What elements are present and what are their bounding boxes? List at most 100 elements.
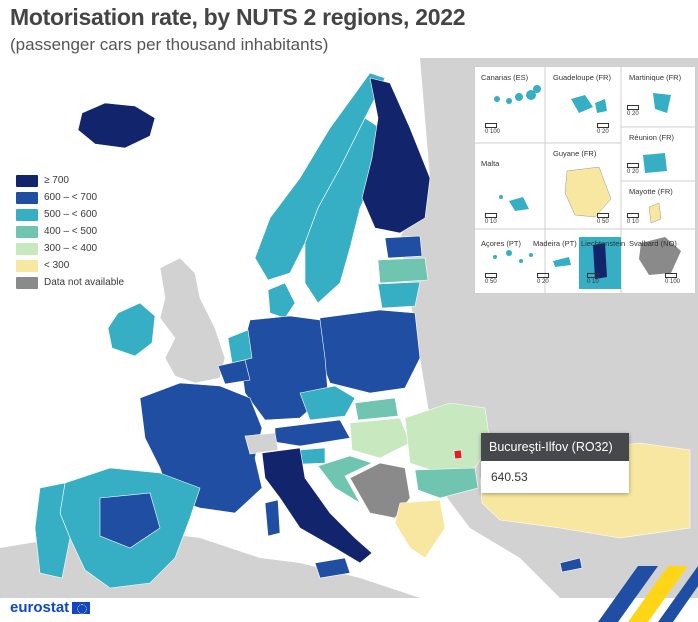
region-italy[interactable]: [261, 447, 373, 564]
inset-label: Madeira (PT): [533, 239, 577, 248]
legend-swatch: [16, 191, 38, 204]
legend-label: 600 – < 700: [44, 192, 98, 203]
scale-label: 0 50: [597, 219, 609, 225]
scale-bar: 0 50: [485, 273, 497, 285]
region-sardinia[interactable]: [264, 499, 281, 537]
legend-label: Data not available: [44, 277, 125, 288]
eurostat-logo[interactable]: eurostat: [10, 599, 91, 616]
scale-bar-graphic: [537, 273, 549, 278]
scale-bar-graphic: [597, 123, 609, 128]
region-slovakia[interactable]: [354, 397, 399, 421]
region-hungary[interactable]: [349, 417, 411, 459]
region-portugal[interactable]: [34, 482, 71, 579]
scale-bar-graphic: [627, 105, 639, 110]
legend-item[interactable]: ≥ 700: [16, 172, 124, 189]
scale-label: 0 10: [485, 219, 497, 225]
legend-item[interactable]: 500 – < 600: [16, 206, 124, 223]
tooltip-region-name: Bucureşti-Ilfov (RO32): [481, 433, 629, 461]
legend-label: ≥ 700: [44, 175, 69, 186]
inset-label: Liechtenstein: [581, 239, 626, 248]
region-bucuresti-ilfov[interactable]: [453, 449, 463, 460]
scale-bar-graphic: [597, 213, 609, 218]
legend-label: < 300: [44, 260, 70, 271]
region-spain-inner[interactable]: [99, 492, 161, 549]
inset-label: Guadeloupe (FR): [553, 73, 611, 82]
region-switzerland: [244, 432, 279, 455]
corner-decoration-icon: [598, 566, 698, 622]
inset-maps-panel: Canarias (ES) 0 100 Guadeloupe (FR) 0 20…: [474, 66, 696, 294]
legend-swatch: [16, 276, 38, 289]
scale-bar: 0 10: [587, 273, 599, 285]
region-netherlands[interactable]: [227, 329, 253, 364]
region-bulgaria[interactable]: [414, 467, 479, 499]
inset-label: Canarias (ES): [481, 73, 529, 82]
inset-label: Açores (PT): [481, 239, 522, 248]
tooltip-value: 640.53: [491, 470, 528, 484]
legend: ≥ 700 600 – < 700 500 – < 600 400 – < 50…: [12, 168, 131, 295]
inset-label: Malta: [481, 159, 500, 168]
region-cyprus[interactable]: [559, 557, 583, 573]
legend-item[interactable]: 600 – < 700: [16, 189, 124, 206]
scale-bar: 0 10: [485, 213, 497, 225]
region-slovenia[interactable]: [299, 447, 326, 465]
scale-label: 0 20: [627, 169, 639, 175]
scale-bar: 0 50: [597, 213, 609, 225]
inset-label: Mayotte (FR): [629, 187, 673, 196]
legend-swatch: [16, 259, 38, 272]
region-sicily[interactable]: [314, 557, 351, 579]
scale-label: 0 50: [485, 279, 497, 285]
logo-text: eurostat: [10, 599, 70, 616]
scale-bar-graphic: [627, 213, 639, 218]
scale-bar: 0 20: [537, 273, 549, 285]
region-lithuania[interactable]: [377, 281, 421, 309]
scale-label: 0 100: [665, 279, 681, 285]
scale-bar-graphic: [587, 273, 599, 278]
scale-label: 0 20: [597, 129, 609, 135]
scale-bar-graphic: [485, 123, 497, 128]
region-ireland[interactable]: [107, 302, 156, 357]
legend-swatch: [16, 242, 38, 255]
region-tooltip: Bucureşti-Ilfov (RO32) 640.53: [481, 433, 629, 493]
legend-swatch: [16, 174, 38, 187]
scale-bar: 0 20: [627, 105, 639, 117]
region-iceland[interactable]: [77, 102, 156, 149]
region-croatia[interactable]: [317, 455, 373, 504]
inset-label: Svalbard (NO): [629, 239, 677, 248]
inset-label: Réunion (FR): [629, 133, 675, 142]
region-czechia[interactable]: [299, 385, 356, 421]
scale-label: 0 100: [485, 129, 501, 135]
region-uk: [159, 257, 226, 384]
region-estonia[interactable]: [384, 235, 423, 259]
eu-flag-icon: [72, 601, 91, 614]
scale-label: 0 20: [537, 279, 549, 285]
legend-item[interactable]: 400 – < 500: [16, 223, 124, 240]
region-belgium[interactable]: [217, 359, 251, 385]
scale-bar-graphic: [485, 273, 497, 278]
scale-bar: 0 100: [485, 123, 500, 135]
region-latvia[interactable]: [377, 257, 429, 284]
region-denmark[interactable]: [267, 282, 296, 319]
region-poland[interactable]: [317, 309, 421, 394]
page-title: Motorisation rate, by NUTS 2 regions, 20…: [10, 4, 466, 30]
scale-bar: 0 20: [627, 163, 639, 175]
inset-label: Guyane (FR): [553, 149, 597, 158]
legend-item[interactable]: Data not available: [16, 274, 124, 291]
legend-label: 500 – < 600: [44, 209, 98, 220]
region-greece[interactable]: [394, 499, 446, 559]
region-finland[interactable]: [361, 77, 431, 234]
legend-item[interactable]: 300 – < 400: [16, 240, 124, 257]
region-romania[interactable]: [404, 402, 491, 474]
legend-swatch: [16, 208, 38, 221]
scale-label: 0 20: [627, 111, 639, 117]
legend-label: 300 – < 400: [44, 243, 98, 254]
inset-label: Martinique (FR): [629, 73, 682, 82]
legend-item[interactable]: < 300: [16, 257, 124, 274]
inset-grid: [475, 67, 695, 293]
scale-bar: 0 20: [597, 123, 609, 135]
legend-swatch: [16, 225, 38, 238]
scale-bar-graphic: [665, 273, 677, 278]
scale-label: 0 10: [627, 219, 639, 225]
legend-label: 400 – < 500: [44, 226, 98, 237]
scale-bar: 0 10: [627, 213, 639, 225]
scale-label: 0 10: [587, 279, 599, 285]
